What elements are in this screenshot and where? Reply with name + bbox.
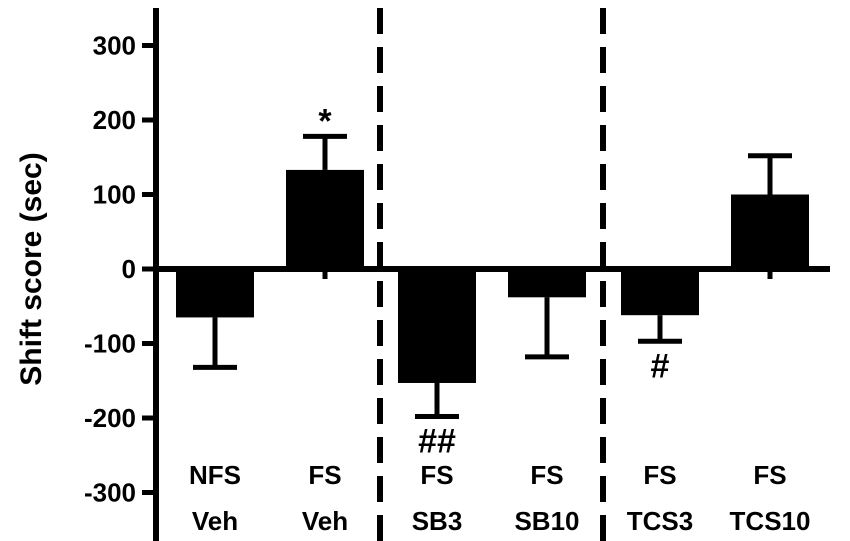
category-label-bottom-4: TCS3 bbox=[627, 506, 693, 536]
category-label-top-4: FS bbox=[643, 460, 676, 490]
category-labels: NFS Veh FS Veh FS SB3 FS SB10 FS TCS3 FS TCS10 bbox=[189, 460, 810, 536]
category-label-top-0: NFS bbox=[189, 460, 241, 490]
category-label-bottom-0: Veh bbox=[192, 506, 238, 536]
y-tick-label-4: -100 bbox=[84, 329, 136, 359]
y-tick-label-5: -200 bbox=[84, 403, 136, 433]
axes bbox=[153, 8, 830, 541]
bar-2 bbox=[398, 269, 476, 383]
y-tick-label-3: 0 bbox=[122, 254, 136, 284]
category-label-top-5: FS bbox=[753, 460, 786, 490]
category-label-bottom-3: SB10 bbox=[514, 506, 579, 536]
annotation-1: * bbox=[318, 102, 332, 140]
y-axis-ticks: 300 200 100 0 -100 -200 -300 bbox=[84, 31, 156, 508]
annotation-4: # bbox=[651, 347, 670, 385]
y-tick-label-1: 200 bbox=[93, 105, 136, 135]
category-label-bottom-5: TCS10 bbox=[730, 506, 811, 536]
bars: *### bbox=[176, 102, 809, 461]
y-tick-label-0: 300 bbox=[93, 31, 136, 61]
category-label-top-1: FS bbox=[308, 460, 341, 490]
y-tick-label-2: 100 bbox=[93, 180, 136, 210]
category-label-bottom-2: SB3 bbox=[412, 506, 463, 536]
y-tick-label-6: -300 bbox=[84, 478, 136, 508]
y-axis-title: Shift score (sec) bbox=[15, 152, 48, 385]
annotation-2: ## bbox=[418, 423, 456, 461]
category-label-top-3: FS bbox=[530, 460, 563, 490]
category-label-top-2: FS bbox=[420, 460, 453, 490]
bar-5 bbox=[731, 194, 809, 269]
bar-1 bbox=[286, 169, 364, 269]
category-label-bottom-1: Veh bbox=[302, 506, 348, 536]
